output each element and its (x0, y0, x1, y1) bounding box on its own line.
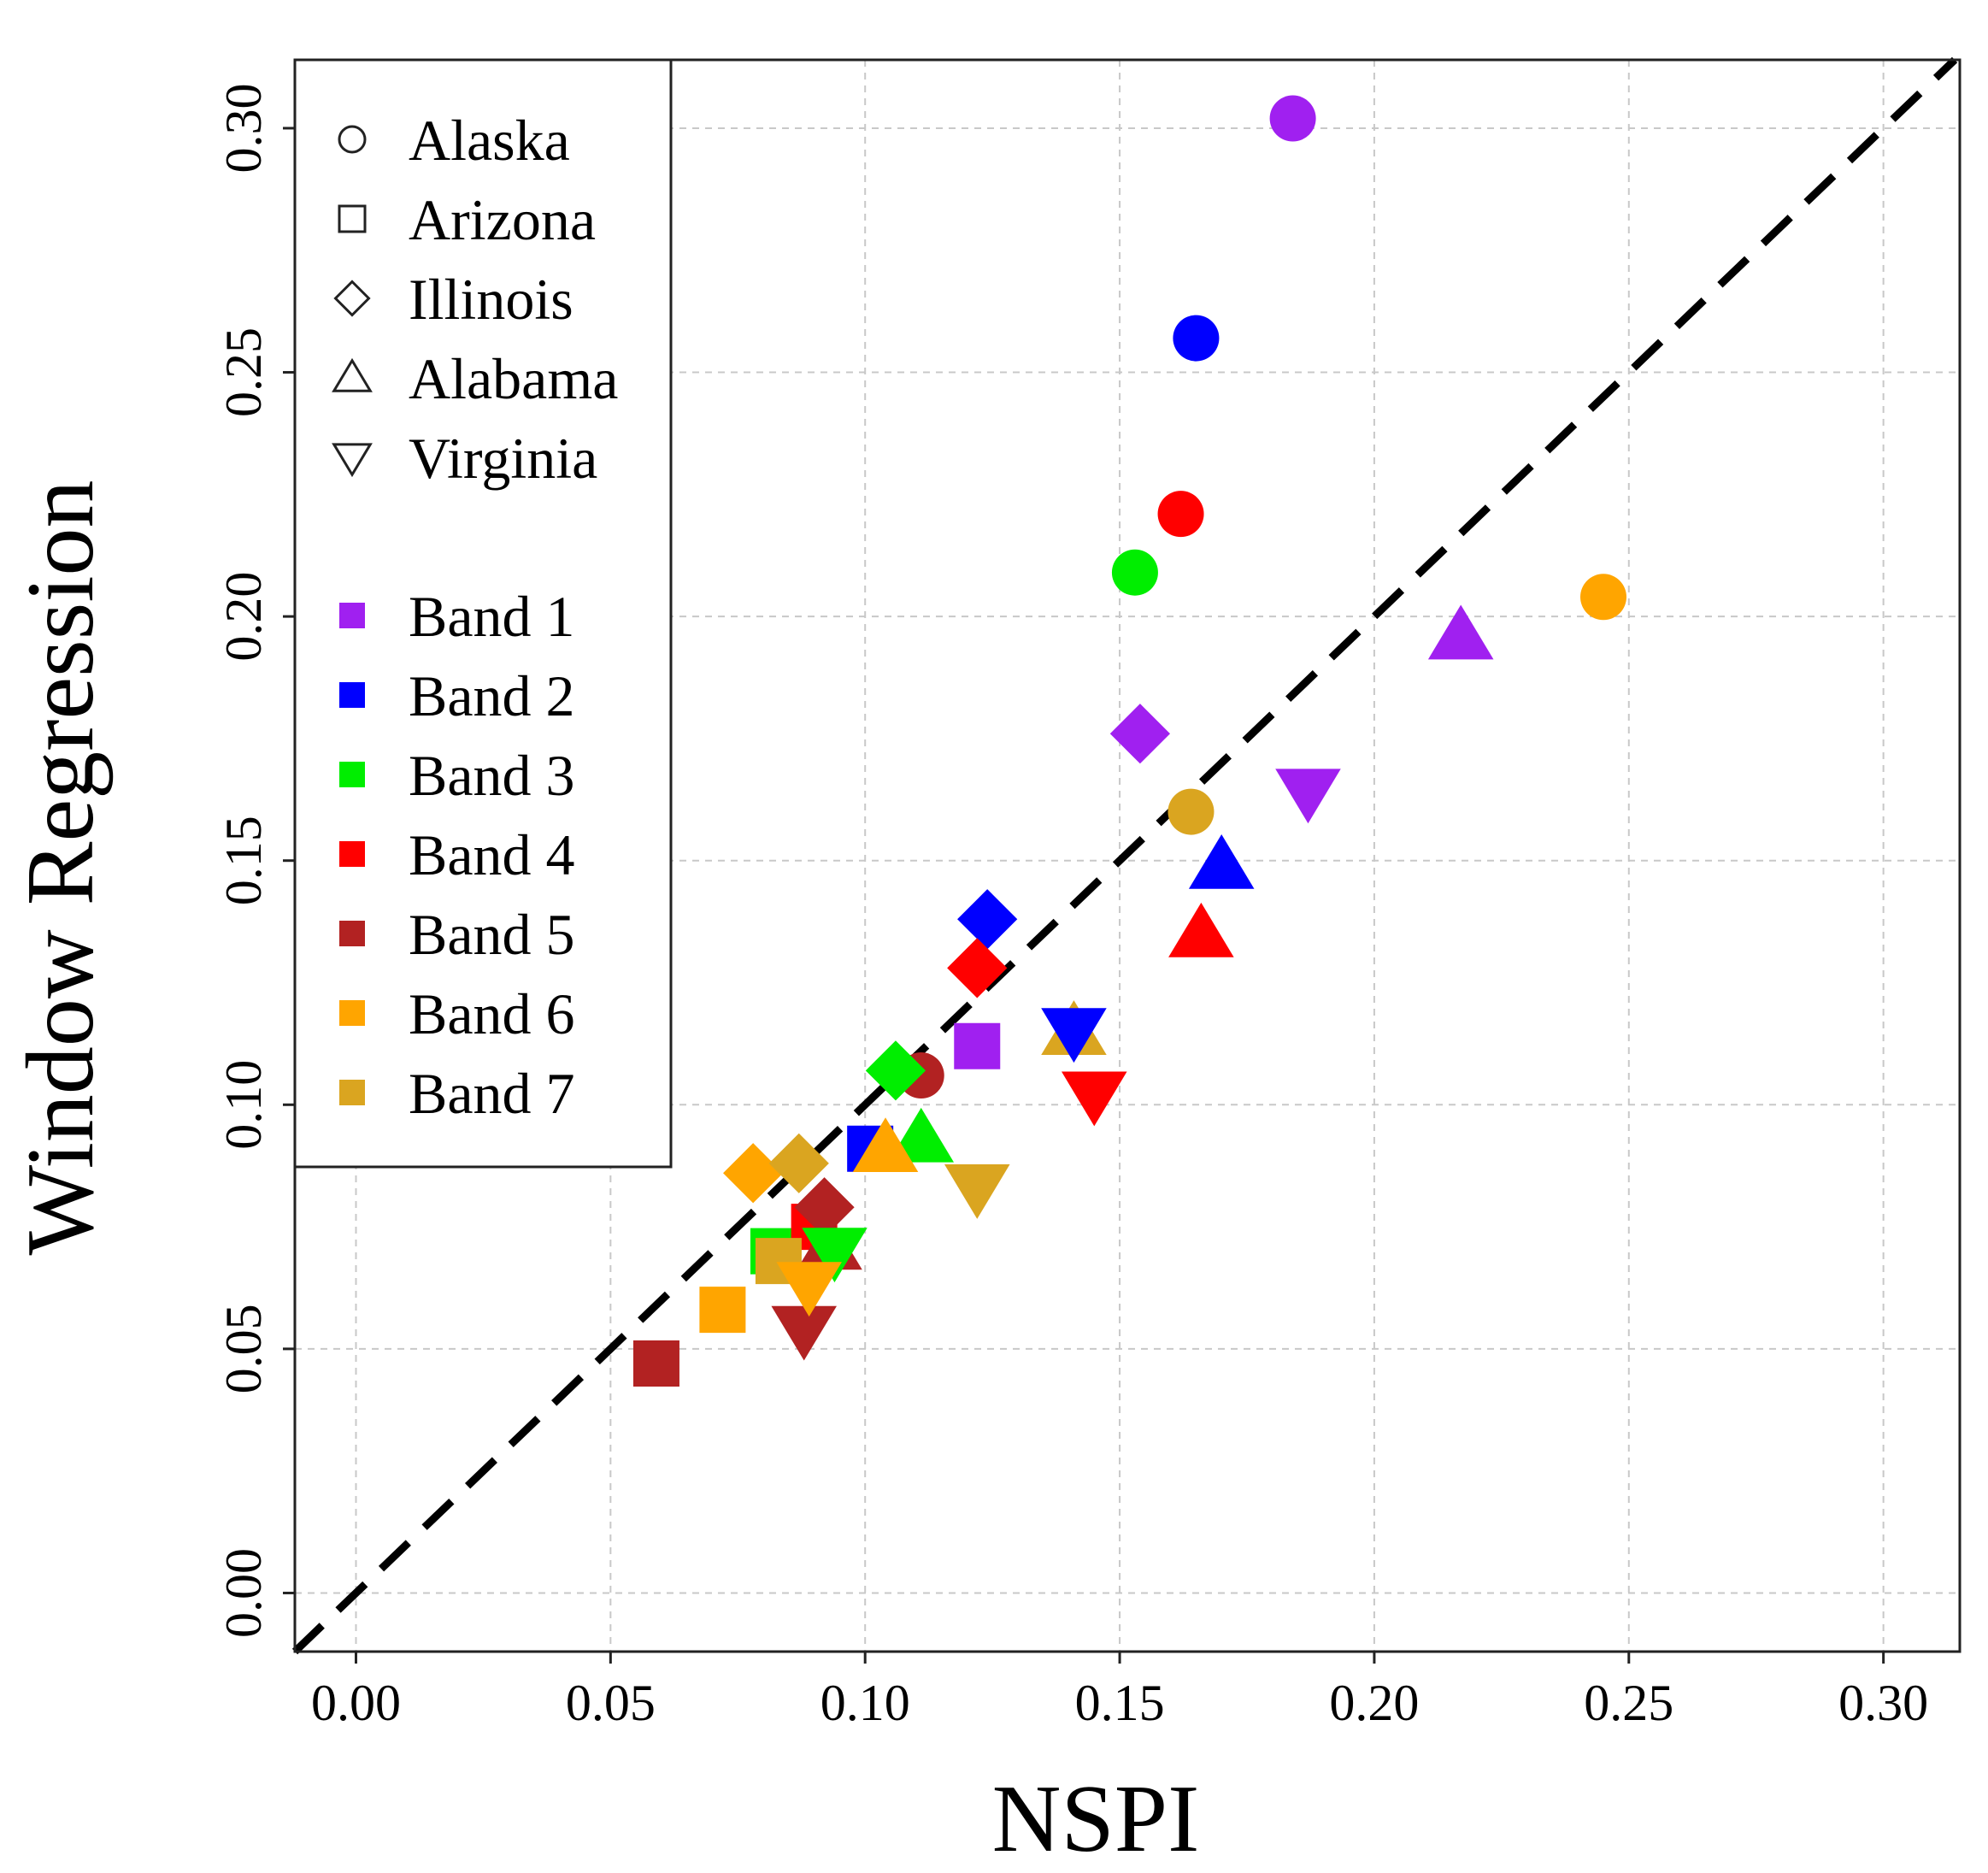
legend-swatch-band2 (339, 682, 365, 708)
point-virginia-band6 (776, 1262, 842, 1317)
legend: Alaska Arizona Illinois Alabama Virginia Band… (293, 58, 673, 1169)
point-illinois-band3 (865, 1040, 926, 1101)
point-illinois-band1 (1109, 704, 1170, 764)
y-tick-label: 0.15 (215, 816, 272, 905)
point-virginia-band7 (944, 1164, 1010, 1219)
point-alaska-band6 (1579, 574, 1626, 621)
point-alaska-band4 (1157, 491, 1204, 538)
y-tick-label: 0.20 (215, 572, 272, 662)
legend-label-alaska: Alaska (409, 108, 570, 173)
legend-swatch-band6 (339, 1000, 365, 1026)
point-alaska-band7 (1168, 788, 1215, 835)
legend-swatch-band7 (339, 1080, 365, 1105)
legend-label-band3: Band 3 (409, 743, 575, 808)
x-tick-label: 0.00 (311, 1675, 401, 1731)
data-points (632, 95, 1626, 1387)
legend-label-band7: Band 7 (409, 1061, 575, 1126)
legend-swatch-band1 (339, 603, 365, 628)
point-illinois-band7 (768, 1133, 829, 1193)
legend-shape-arizona (338, 204, 367, 233)
point-illinois-band5 (794, 1177, 855, 1238)
x-axis-title: NSPI (992, 1766, 1200, 1872)
x-tick-label: 0.20 (1329, 1675, 1419, 1731)
point-alabama-band3 (888, 1107, 955, 1163)
legend-swatch-band5 (339, 921, 365, 946)
x-tick-label: 0.10 (820, 1675, 910, 1731)
y-tick-label: 0.00 (215, 1548, 272, 1638)
x-axis-ticks: 0.00 0.05 0.10 0.15 0.20 0.25 0.30 (311, 1652, 1928, 1731)
legend-swatch-band4 (339, 841, 365, 867)
point-virginia-band4 (1062, 1071, 1127, 1127)
legend-label-band2: Band 2 (409, 663, 575, 728)
x-tick-label: 0.15 (1075, 1675, 1165, 1731)
legend-shape-virginia (332, 443, 373, 478)
point-alaska-band3 (1111, 549, 1158, 596)
y-tick-label: 0.30 (215, 83, 272, 173)
point-alaska-band2 (1173, 315, 1220, 362)
legend-label-illinois: Illinois (409, 267, 573, 332)
point-arizona-band5 (632, 1340, 679, 1387)
legend-label-band6: Band 6 (409, 981, 575, 1046)
point-virginia-band2 (1041, 1008, 1107, 1063)
legend-label-alabama: Alabama (409, 346, 618, 411)
point-illinois-band4 (947, 938, 1008, 998)
point-illinois-band2 (957, 889, 1018, 950)
point-virginia-band1 (1275, 769, 1341, 824)
point-arizona-band1 (954, 1022, 1001, 1069)
point-arizona-band6 (699, 1287, 746, 1334)
legend-swatch-band3 (339, 762, 365, 787)
y-axis-ticks: 0.00 0.05 0.10 0.15 0.20 0.25 0.30 (215, 83, 295, 1638)
point-alaska-band1 (1269, 95, 1316, 142)
legend-shape-alabama (332, 357, 373, 392)
x-tick-label: 0.30 (1838, 1675, 1928, 1731)
legend-label-band1: Band 1 (409, 584, 575, 649)
point-alabama-band1 (1427, 604, 1494, 660)
x-tick-label: 0.25 (1584, 1675, 1673, 1731)
legend-label-band5: Band 5 (409, 902, 575, 967)
y-tick-label: 0.05 (215, 1304, 272, 1393)
legend-items: Alaska Arizona Illinois Alabama Virginia Band… (332, 108, 618, 1126)
y-axis-title: Window Regression (8, 480, 114, 1256)
point-alabama-band2 (1188, 833, 1255, 889)
point-alabama-band6 (852, 1117, 919, 1173)
legend-label-arizona: Arizona (409, 187, 596, 252)
y-tick-label: 0.10 (215, 1060, 272, 1150)
point-illinois-band6 (723, 1143, 784, 1204)
point-virginia-band3 (802, 1228, 868, 1283)
reference-line (291, 56, 1958, 1655)
point-alabama-band4 (1168, 902, 1234, 957)
y-tick-label: 0.25 (215, 327, 272, 417)
legend-shape-illinois (333, 280, 371, 317)
legend-shape-alaska (338, 125, 367, 154)
point-virginia-band5 (771, 1305, 837, 1361)
x-tick-label: 0.05 (566, 1675, 656, 1731)
legend-label-virginia: Virginia (409, 426, 597, 491)
legend-label-band4: Band 4 (409, 822, 575, 887)
reference-line-group (291, 56, 1958, 1655)
